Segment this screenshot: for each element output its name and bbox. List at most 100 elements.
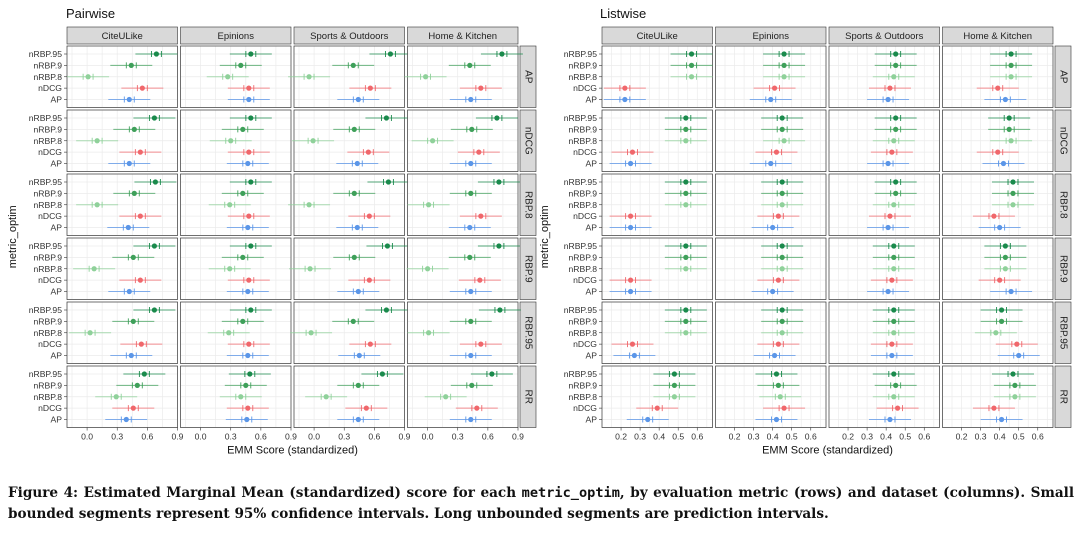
point-nrbp-8 [226,330,232,336]
point-ndcg [130,405,136,411]
point-nrbp-8 [425,330,432,336]
point-ap [997,224,1003,231]
point-ndcg [246,277,252,283]
row-label-ap: AP [522,70,533,84]
point-nrbp-95 [387,51,394,57]
panel-rbp-9-citeulike [601,237,713,300]
point-ap [128,352,134,359]
panel-ap-citeulike [601,45,713,108]
point-ap [468,96,474,103]
y-tick-label-nrbp-9: nRBP.9 [568,252,597,262]
y-tick-label-nrbp-9: nRBP.9 [568,316,597,326]
y-tick-label-ndcg: nDCG [38,403,62,413]
y-tick-label-ap: AP [586,415,598,425]
point-nrbp-9 [469,126,475,132]
point-ap [631,352,637,359]
point-nrbp-95 [383,115,390,121]
point-ndcg [775,341,781,347]
y-tick-label-nrbp-9: nRBP.9 [33,60,62,70]
point-nrbp-8 [306,74,312,80]
point-nrbp-9 [355,382,361,388]
column-label-epinions: Epinions [218,31,255,42]
point-ap [627,288,634,295]
column-strip-epinions [715,26,827,45]
point-nrbp-95 [998,307,1005,313]
point-nrbp-95 [1010,371,1016,377]
panel-rbp-9-epinions [180,237,292,300]
point-nrbp-9 [240,254,246,260]
row-label-ndcg: nDCG [522,127,533,155]
point-ap [126,96,132,103]
panel-rbp-95-sports-and-outdoors [290,301,408,364]
point-ap [355,96,361,103]
point-ndcg [246,85,252,91]
point-ndcg [654,405,660,411]
point-ap [770,288,776,295]
point-nrbp-95 [891,371,897,377]
row-label-rbp-8: RBP.8 [1057,191,1068,219]
row-strip-rbp-95 [519,301,537,364]
row-strip-rr [519,365,537,428]
point-nrbp-8 [113,394,119,400]
panel-ndcg-citeulike [601,109,713,172]
point-nrbp-8 [779,330,785,336]
y-tick-label-ap: AP [51,159,63,169]
point-ndcg [139,85,145,91]
x-tick-label: 0.0 [81,432,93,442]
x-axis-title: EMM Score (standardized) [762,445,893,457]
y-tick-label-ndcg: nDCG [573,275,597,285]
y-tick-label-nrbp-8: nRBP.8 [33,200,62,210]
point-ap [773,416,780,423]
panel-ndcg-home-and-kitchen [407,109,519,172]
column-strip-home-and-kitchen [407,26,519,45]
row-label-rbp-9: RBP.9 [1057,255,1068,283]
point-nrbp-9 [467,254,473,260]
point-ap [126,288,132,295]
panel-ap-epinions [715,45,827,108]
point-nrbp-8 [307,266,313,272]
point-nrbp-95 [379,371,385,377]
row-strip-rbp-95 [1054,301,1072,364]
y-axis-title: metric_optim [7,205,19,268]
point-ap [355,416,361,423]
point-nrbp-8 [891,266,897,272]
point-ap [770,224,776,231]
y-tick-label-ndcg: nDCG [573,403,597,413]
point-nrbp-8 [781,74,787,80]
point-ndcg [476,149,482,155]
y-tick-label-ap: AP [51,223,63,233]
x-tick-label: 0.6 [805,432,817,442]
y-tick-label-ap: AP [586,351,598,361]
x-tick-label: 0.3 [225,432,237,442]
x-axis-title: EMM Score (standardized) [227,445,358,457]
x-tick-label: 0.3 [975,432,987,442]
y-tick-label-nrbp-8: nRBP.8 [33,328,62,338]
point-nrbp-8 [1012,394,1018,400]
panel-ndcg-sports-and-outdoors [828,109,940,172]
point-ndcg [995,85,1001,91]
point-ndcg [1014,341,1020,347]
point-nrbp-95 [781,51,787,57]
y-tick-label-nrbp-8: nRBP.8 [33,136,62,146]
point-nrbp-8 [891,202,897,208]
point-ap [885,160,891,167]
point-nrbp-95 [683,307,689,313]
point-nrbp-9 [243,382,249,388]
point-nrbp-9 [775,382,781,388]
point-ndcg [889,341,895,347]
chart-title: Listwise [600,6,646,21]
x-tick-label: 0.2 [842,432,854,442]
point-nrbp-8 [228,138,234,144]
x-tick-label: 0.2 [956,432,968,442]
point-nrbp-9 [891,318,897,324]
panel-rbp-8-home-and-kitchen [942,173,1054,236]
column-strip-sports-and-outdoors [293,26,405,45]
point-nrbp-8 [425,202,432,208]
point-nrbp-9 [779,318,785,324]
point-nrbp-9 [998,318,1005,324]
y-tick-label-ap: AP [51,351,63,361]
point-nrbp-95 [151,243,157,249]
y-tick-label-nrbp-95: nRBP.95 [564,369,598,379]
y-axis-title: metric_optim [539,205,551,268]
x-tick-label: 0.6 [141,432,153,442]
